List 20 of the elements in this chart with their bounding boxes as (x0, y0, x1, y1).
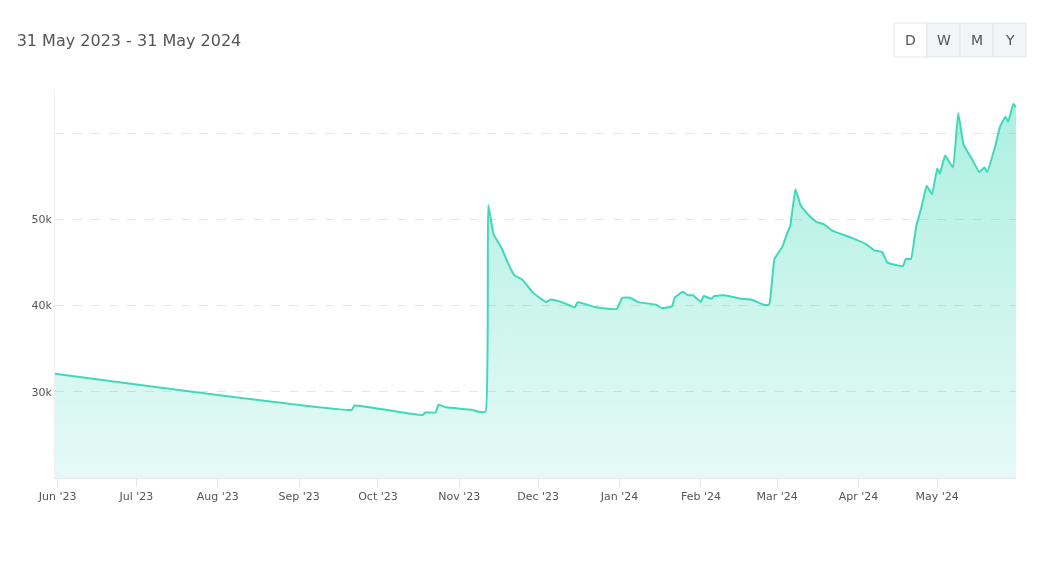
x-tick-label: Sep '23 (278, 490, 320, 504)
x-tick-label: Aug '23 (196, 490, 239, 504)
text: D (905, 32, 916, 48)
x-tick-label: Nov '23 (438, 490, 481, 504)
x-tick-label: Oct '23 (358, 490, 398, 504)
text: Y (1005, 32, 1015, 48)
x-tick-label: Jan '24 (599, 490, 639, 504)
x-tick-label: Dec '23 (517, 490, 560, 504)
x-tick-label: Mar '24 (756, 490, 798, 504)
text: W (937, 32, 951, 48)
x-tick-label: May '24 (915, 490, 959, 504)
x-tick-label: Apr '24 (838, 490, 879, 504)
chart-title: 31 May 2023 - 31 May 2024 (16, 30, 242, 50)
y-tick-label: 30k (31, 385, 53, 399)
x-tick-label: Feb '24 (680, 490, 721, 504)
x-tick-label: Jun '23 (37, 490, 77, 504)
y-tick-label: 50k (31, 213, 53, 227)
y-tick-label: 40k (31, 299, 53, 313)
text: M (971, 32, 984, 48)
x-tick-label: Jul '23 (118, 490, 154, 504)
